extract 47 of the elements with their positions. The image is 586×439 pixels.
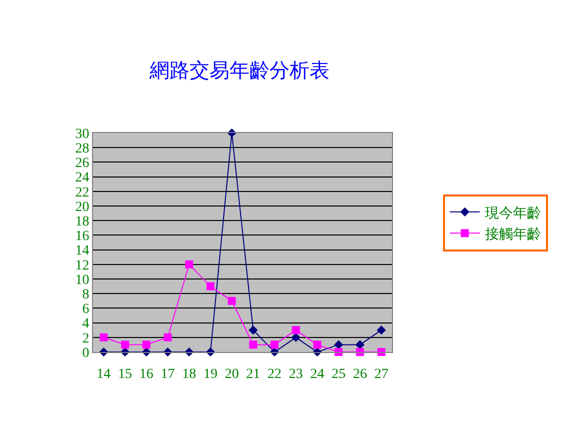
point [292, 326, 300, 334]
y-tick-label: 4 [82, 316, 90, 332]
chart-title: 網路交易年齡分析表 [148, 60, 330, 82]
y-tick-label: 2 [82, 331, 90, 346]
y-tick-label: 6 [82, 302, 90, 318]
y-tick-label: 20 [75, 200, 90, 215]
x-tick-label: 19 [203, 366, 218, 382]
x-tick-label: 18 [182, 366, 196, 382]
y-tick-label: 16 [75, 229, 90, 244]
point [376, 326, 386, 335]
point [164, 333, 172, 342]
point [100, 333, 108, 342]
x-tick-label: 25 [332, 366, 346, 382]
x-tick-label: 22 [268, 366, 282, 382]
y-tick-label: 10 [75, 272, 90, 288]
y-tick-label: 8 [82, 288, 90, 302]
x-tick-label: 21 [246, 366, 260, 382]
legend-label: 現今年齡 [484, 205, 541, 222]
y-tick-label: 24 [75, 170, 90, 186]
x-tick-label: 26 [352, 366, 367, 382]
y-tick-label: 0 [82, 346, 90, 361]
point [248, 326, 258, 335]
point [185, 260, 194, 268]
point [313, 340, 322, 349]
x-tick-label: 16 [139, 366, 154, 382]
point [228, 296, 236, 305]
y-tick-label: 28 [75, 142, 90, 156]
point [270, 340, 279, 349]
point [249, 340, 258, 349]
x-tick-label: 24 [310, 366, 324, 382]
x-tick-label: 17 [160, 366, 175, 382]
x-tick-label: 15 [118, 366, 132, 382]
x-tick-label: 27 [374, 366, 388, 382]
y-tick-label: 12 [75, 258, 90, 274]
y-tick-label: 14 [75, 244, 90, 259]
legend-label: 接觸年齡 [484, 226, 541, 243]
y-tick-label: 26 [75, 156, 90, 172]
point [121, 340, 130, 349]
y-tick-label: 22 [75, 185, 90, 200]
point [142, 340, 150, 349]
x-tick-label: 14 [96, 366, 111, 382]
x-tick-label: 20 [224, 366, 239, 382]
x-tick-label: 23 [288, 366, 303, 382]
point [355, 340, 365, 350]
point [206, 282, 214, 290]
y-tick-label: 30 [75, 126, 90, 142]
y-tick-label: 18 [75, 214, 90, 230]
